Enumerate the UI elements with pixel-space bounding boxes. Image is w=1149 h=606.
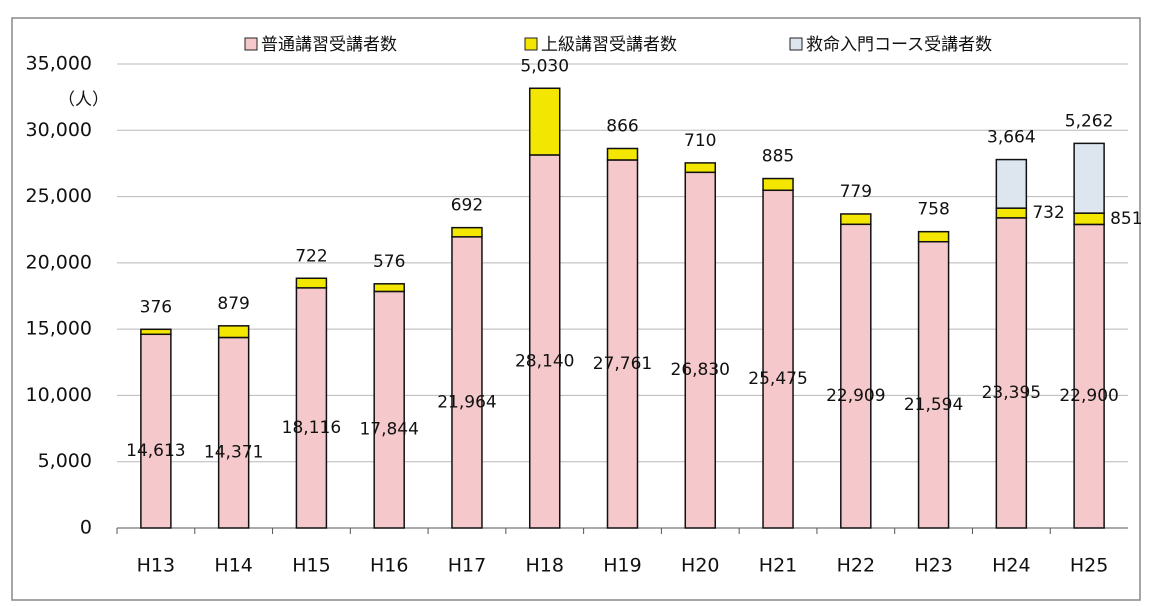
data-label: 885 bbox=[762, 147, 794, 167]
bar-segment bbox=[606, 159, 639, 529]
bar-segment bbox=[295, 287, 328, 529]
x-tick-label: H18 bbox=[525, 555, 563, 577]
data-label: 692 bbox=[451, 196, 483, 216]
x-tick-label: H16 bbox=[370, 555, 408, 577]
bar-segment bbox=[451, 236, 483, 529]
legend-label: 救命入門コース受講者数 bbox=[806, 35, 992, 55]
data-label: 14,371 bbox=[204, 443, 263, 463]
data-label: 5,030 bbox=[520, 56, 569, 76]
bar-segment bbox=[528, 87, 561, 156]
data-label: 3,664 bbox=[987, 128, 1036, 148]
data-label: 722 bbox=[295, 246, 327, 266]
legend-label: 普通講習受講者数 bbox=[261, 35, 397, 55]
bar-segment bbox=[373, 283, 405, 293]
y-tick-label: 15,000 bbox=[26, 318, 92, 340]
data-label: 25,475 bbox=[748, 369, 807, 389]
y-tick-label: 35,000 bbox=[26, 53, 92, 75]
data-label: 17,844 bbox=[359, 420, 418, 440]
bar-segment bbox=[995, 217, 1028, 529]
bar-segment bbox=[528, 154, 561, 529]
bar-segment bbox=[1073, 223, 1105, 529]
x-tick-label: H24 bbox=[992, 555, 1030, 577]
bar-segment bbox=[217, 336, 250, 529]
x-tick-label: H19 bbox=[603, 555, 641, 577]
data-label: 879 bbox=[217, 294, 249, 314]
chart-frame bbox=[11, 17, 1141, 601]
bar-segment bbox=[684, 171, 717, 529]
data-label: 851 bbox=[1110, 209, 1142, 229]
bar-segment bbox=[295, 277, 328, 289]
bar-segment bbox=[840, 223, 872, 529]
x-tick-label: H20 bbox=[681, 555, 719, 577]
legend-swatch bbox=[244, 37, 258, 51]
data-label: 376 bbox=[140, 297, 172, 317]
bar-segment bbox=[917, 230, 950, 243]
data-label: 21,964 bbox=[437, 392, 496, 412]
y-tick-label: 0 bbox=[80, 517, 92, 539]
data-label: 28,140 bbox=[515, 351, 574, 371]
legend-swatch bbox=[524, 37, 538, 51]
y-tick-label: 25,000 bbox=[26, 185, 92, 207]
data-label: 732 bbox=[1032, 203, 1064, 223]
bar-segment bbox=[140, 333, 172, 529]
data-label: 26,830 bbox=[671, 360, 730, 380]
data-label: 14,613 bbox=[126, 441, 185, 461]
data-label: 18,116 bbox=[282, 418, 341, 438]
x-tick-label: H22 bbox=[837, 555, 875, 577]
bar-segment bbox=[451, 226, 483, 238]
x-tick-label: H23 bbox=[914, 555, 952, 577]
legend-label: 上級講習受講者数 bbox=[541, 35, 677, 55]
data-label: 23,395 bbox=[982, 383, 1041, 403]
bar-segment bbox=[1073, 142, 1105, 214]
y-tick-label: 20,000 bbox=[26, 251, 92, 273]
bar-segment bbox=[140, 328, 172, 336]
bar-segment bbox=[917, 240, 950, 529]
bar-segment bbox=[684, 162, 717, 174]
y-tick-label: 5,000 bbox=[38, 450, 92, 472]
y-tick-label: 30,000 bbox=[26, 119, 92, 141]
bar-segment bbox=[373, 290, 405, 529]
bar-segment bbox=[995, 158, 1028, 209]
x-tick-label: H21 bbox=[759, 555, 797, 577]
data-label: 5,262 bbox=[1065, 111, 1114, 131]
data-label: 576 bbox=[373, 252, 405, 272]
data-label: 710 bbox=[684, 131, 716, 151]
bar-segment bbox=[762, 189, 794, 529]
bar-segment bbox=[606, 147, 639, 161]
data-label: 27,761 bbox=[593, 354, 652, 374]
data-label: 22,900 bbox=[1059, 386, 1118, 406]
y-unit-label: （人） bbox=[58, 90, 109, 110]
bar-segment bbox=[995, 207, 1028, 219]
y-tick-label: 10,000 bbox=[26, 384, 92, 406]
x-tick-label: H15 bbox=[292, 555, 330, 577]
data-label: 866 bbox=[606, 116, 638, 136]
legend-swatch bbox=[789, 37, 803, 51]
data-label: 779 bbox=[840, 182, 872, 202]
x-tick-label: H14 bbox=[214, 555, 252, 577]
bar-segment bbox=[840, 213, 872, 226]
bar-segment bbox=[1073, 212, 1105, 226]
data-label: 22,909 bbox=[826, 386, 885, 406]
data-label: 21,594 bbox=[904, 395, 963, 415]
x-tick-label: H13 bbox=[137, 555, 175, 577]
bar-segment bbox=[762, 177, 794, 192]
bar-segment bbox=[217, 325, 250, 339]
x-tick-label: H25 bbox=[1070, 555, 1108, 577]
data-label: 758 bbox=[917, 200, 949, 220]
x-tick-label: H17 bbox=[448, 555, 486, 577]
